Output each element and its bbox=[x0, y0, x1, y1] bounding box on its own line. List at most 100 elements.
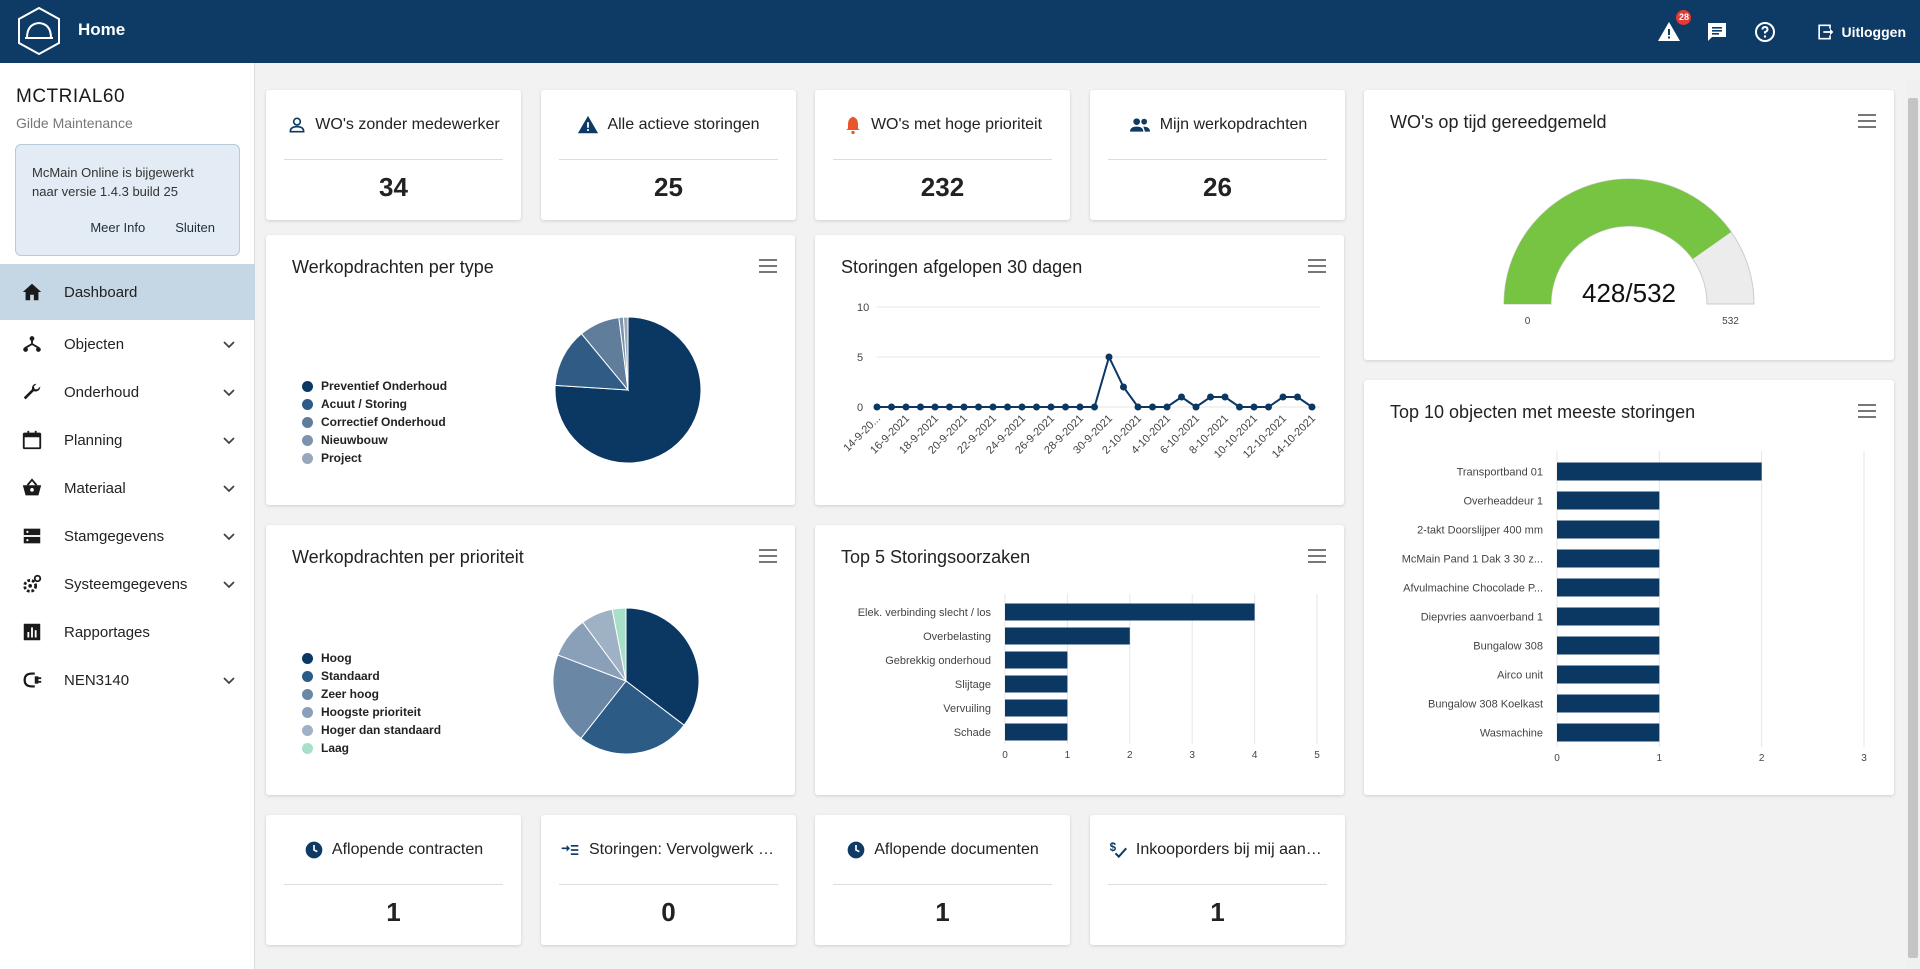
data-point[interactable] bbox=[1178, 393, 1185, 401]
bar[interactable] bbox=[1005, 603, 1255, 621]
legend-item[interactable]: Project bbox=[302, 449, 447, 467]
settings-icon bbox=[20, 572, 44, 596]
stat-card-label: Inkooporders bij mij aang... bbox=[1135, 840, 1327, 858]
data-point[interactable] bbox=[1308, 403, 1316, 411]
stat-card-high-priority[interactable]: WO's met hoge prioriteit 232 bbox=[815, 90, 1070, 220]
pie-slice[interactable] bbox=[554, 333, 630, 391]
data-point[interactable] bbox=[1047, 403, 1055, 411]
stat-card-my-work-orders[interactable]: Mijn werkopdrachten 26 bbox=[1090, 90, 1345, 220]
sidebar-item-dashboard[interactable]: Dashboard bbox=[0, 264, 255, 320]
stat-card-purchase-orders[interactable]: $ Inkooporders bij mij aang... 1 bbox=[1090, 815, 1345, 945]
data-point[interactable] bbox=[989, 403, 997, 411]
sidebar-item-objecten[interactable]: Objecten bbox=[0, 320, 255, 368]
bar[interactable] bbox=[1557, 520, 1660, 539]
legend-item[interactable]: Correctief Onderhoud bbox=[302, 413, 447, 431]
bar[interactable] bbox=[1557, 607, 1660, 626]
sidebar-item-stamgegevens[interactable]: Stamgegevens bbox=[0, 512, 255, 560]
bar[interactable] bbox=[1005, 699, 1068, 717]
scrollbar[interactable] bbox=[1906, 80, 1920, 969]
data-point[interactable] bbox=[1279, 393, 1287, 401]
legend-item[interactable]: Hoogste prioriteit bbox=[302, 703, 441, 721]
data-point[interactable] bbox=[931, 403, 939, 411]
line-chart-failures: 051014-9-20...16-9-202118-9-202120-9-202… bbox=[841, 302, 1320, 461]
menu-icon[interactable] bbox=[1308, 549, 1326, 563]
data-point[interactable] bbox=[1134, 403, 1142, 411]
bar[interactable] bbox=[1557, 491, 1660, 510]
pie-slice[interactable] bbox=[622, 316, 629, 391]
data-point[interactable] bbox=[1207, 393, 1214, 401]
legend-item[interactable]: Nieuwbouw bbox=[302, 431, 447, 449]
data-point[interactable] bbox=[1236, 403, 1243, 411]
category-label: Bungalow 308 Koelkast bbox=[1428, 699, 1543, 711]
data-point[interactable] bbox=[1192, 403, 1200, 411]
data-point[interactable] bbox=[960, 403, 968, 411]
legend-item[interactable]: Hoog bbox=[302, 649, 441, 667]
sidebar-item-nen3140[interactable]: NEN3140 bbox=[0, 656, 255, 704]
bar[interactable] bbox=[1557, 694, 1660, 713]
sidebar-item-materiaal[interactable]: Materiaal bbox=[0, 464, 255, 512]
data-point[interactable] bbox=[917, 403, 924, 411]
bar[interactable] bbox=[1005, 627, 1130, 645]
legend-item[interactable]: Acuut / Storing bbox=[302, 395, 447, 413]
bar[interactable] bbox=[1005, 675, 1068, 693]
data-point[interactable] bbox=[1250, 403, 1258, 411]
menu-icon[interactable] bbox=[759, 549, 777, 563]
bar[interactable] bbox=[1557, 549, 1660, 568]
sidebar-item-systeemgegevens[interactable]: Systeemgegevens bbox=[0, 560, 255, 608]
app-logo[interactable] bbox=[14, 6, 64, 56]
data-point[interactable] bbox=[873, 403, 881, 411]
data-point[interactable] bbox=[1018, 403, 1026, 411]
legend-item[interactable]: Standaard bbox=[302, 667, 441, 685]
stat-card-expiring-contracts[interactable]: Aflopende contracten 1 bbox=[266, 815, 521, 945]
close-notice-button[interactable]: Sluiten bbox=[175, 220, 215, 235]
data-point[interactable] bbox=[1091, 403, 1098, 411]
scrollbar-thumb[interactable] bbox=[1908, 98, 1918, 958]
legend-item[interactable]: Preventief Onderhoud bbox=[302, 377, 447, 395]
stat-card-follow-up-work[interactable]: Storingen: Vervolgwerk v... 0 bbox=[541, 815, 796, 945]
data-point[interactable] bbox=[1004, 403, 1011, 411]
data-point[interactable] bbox=[1105, 353, 1113, 361]
bar[interactable] bbox=[1557, 636, 1660, 655]
bar[interactable] bbox=[1557, 462, 1762, 481]
legend-item[interactable]: Hoger dan standaard bbox=[302, 721, 441, 739]
data-point[interactable] bbox=[946, 403, 953, 411]
menu-icon[interactable] bbox=[1308, 259, 1326, 273]
help-button[interactable] bbox=[1751, 18, 1779, 46]
pie-slice[interactable] bbox=[552, 654, 627, 740]
bar[interactable] bbox=[1557, 578, 1660, 597]
sidebar-item-rapportages[interactable]: Rapportages bbox=[0, 608, 255, 656]
stat-card-active-failures[interactable]: Alle actieve storingen 25 bbox=[541, 90, 796, 220]
data-point[interactable] bbox=[1062, 403, 1069, 411]
sidebar-item-onderhoud[interactable]: Onderhoud bbox=[0, 368, 255, 416]
bar[interactable] bbox=[1005, 651, 1068, 669]
data-point[interactable] bbox=[888, 403, 895, 411]
stat-card-unassigned[interactable]: WO's zonder medewerker 34 bbox=[266, 90, 521, 220]
messages-button[interactable] bbox=[1703, 18, 1731, 46]
menu-icon[interactable] bbox=[759, 259, 777, 273]
data-point[interactable] bbox=[1163, 403, 1171, 411]
logout-button[interactable]: Uitloggen bbox=[1815, 22, 1906, 42]
legend-item[interactable]: Laag bbox=[302, 739, 441, 757]
data-point[interactable] bbox=[1221, 393, 1229, 401]
legend-item[interactable]: Zeer hoog bbox=[302, 685, 441, 703]
data-point[interactable] bbox=[1033, 403, 1040, 411]
alerts-button[interactable]: 28 bbox=[1655, 9, 1692, 46]
bar[interactable] bbox=[1005, 723, 1068, 741]
pie-slice[interactable] bbox=[580, 680, 685, 755]
more-info-button[interactable]: Meer Info bbox=[90, 220, 146, 235]
bar[interactable] bbox=[1557, 723, 1660, 742]
data-point[interactable] bbox=[1076, 403, 1084, 411]
data-point[interactable] bbox=[902, 403, 910, 411]
data-point[interactable] bbox=[1265, 403, 1272, 411]
menu-icon[interactable] bbox=[1858, 114, 1876, 128]
pie-slice[interactable] bbox=[625, 607, 700, 726]
stat-card-expiring-documents[interactable]: Aflopende documenten 1 bbox=[815, 815, 1070, 945]
sidebar-item-planning[interactable]: Planning bbox=[0, 416, 255, 464]
data-point[interactable] bbox=[1149, 403, 1156, 411]
data-point[interactable] bbox=[1120, 383, 1127, 391]
data-point[interactable] bbox=[1294, 393, 1301, 401]
bar[interactable] bbox=[1557, 665, 1660, 684]
data-point[interactable] bbox=[975, 403, 982, 411]
pie-slice[interactable] bbox=[611, 607, 627, 682]
menu-icon[interactable] bbox=[1858, 404, 1876, 418]
